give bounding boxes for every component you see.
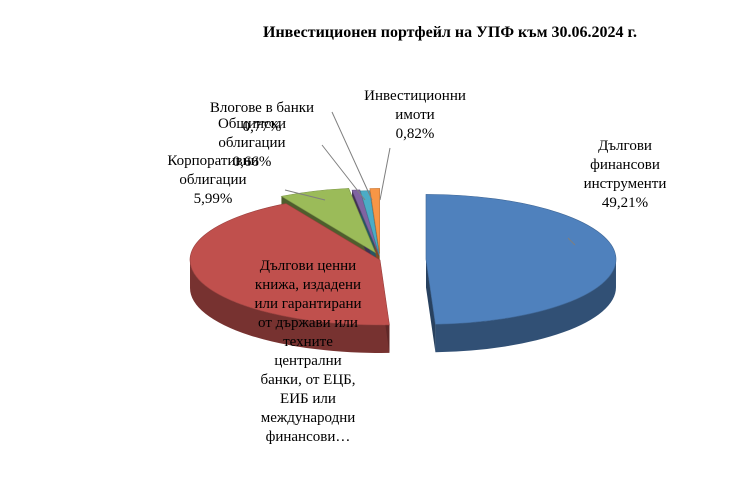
data-label-municipal-bonds: Общински облигации 0,66% — [218, 116, 286, 170]
data-label-corporate-bonds: Корпоративни облигации 5,99% — [167, 153, 258, 207]
leader-line-bank-deposits — [331, 111, 373, 201]
slice-investment-property — [369, 188, 380, 254]
slice-debt-instruments — [425, 194, 617, 325]
leader-line-debt-instruments — [567, 237, 576, 246]
data-label-bank-deposits: Влогове в банки 0,77% — [210, 100, 314, 135]
data-label-investment-property: Инвестиционни имоти 0,82% — [364, 88, 466, 142]
slice-side-debt-instruments — [435, 259, 616, 353]
slice-bank-deposits — [360, 190, 380, 256]
slice-side-government-securities — [190, 260, 390, 354]
slice-corporate-bonds — [280, 188, 377, 254]
data-label-government-securities: Дългови ценни книжа, издадени или гарантир… — [254, 258, 361, 445]
chart-title: Инвестиционен портфейл на УПФ към 30.06.… — [263, 24, 637, 41]
slice-government-securities — [189, 203, 390, 326]
data-label-debt-instruments: Дългови финансови инструменти 49,21% — [584, 138, 667, 211]
leader-line-corporate-bonds — [284, 189, 326, 201]
slice-wall-debt-instruments — [425, 259, 436, 353]
leader-line-municipal-bonds — [321, 144, 366, 201]
leader-line-investment-property — [379, 147, 391, 201]
slice-municipal-bonds — [351, 189, 380, 255]
